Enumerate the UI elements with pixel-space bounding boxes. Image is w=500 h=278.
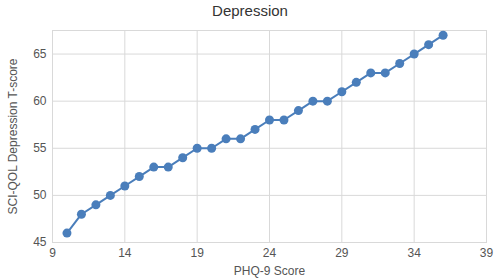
svg-text:SCI-QOL Depression T-score: SCI-QOL Depression T-score <box>6 58 20 214</box>
svg-text:60: 60 <box>33 94 47 108</box>
svg-text:55: 55 <box>33 141 47 155</box>
svg-text:39: 39 <box>480 246 494 260</box>
svg-text:65: 65 <box>33 47 47 61</box>
svg-text:14: 14 <box>118 246 132 260</box>
svg-text:50: 50 <box>33 188 47 202</box>
html-text:Depression: Depression <box>212 2 288 19</box>
svg-text:9: 9 <box>49 246 56 260</box>
svg-text:29: 29 <box>335 246 349 260</box>
svg-text:45: 45 <box>33 235 47 249</box>
svg-text:19: 19 <box>190 246 204 260</box>
svg-text:34: 34 <box>407 246 421 260</box>
svg-text:PHQ-9 Score: PHQ-9 Score <box>234 264 306 278</box>
svg-text:24: 24 <box>263 246 277 260</box>
